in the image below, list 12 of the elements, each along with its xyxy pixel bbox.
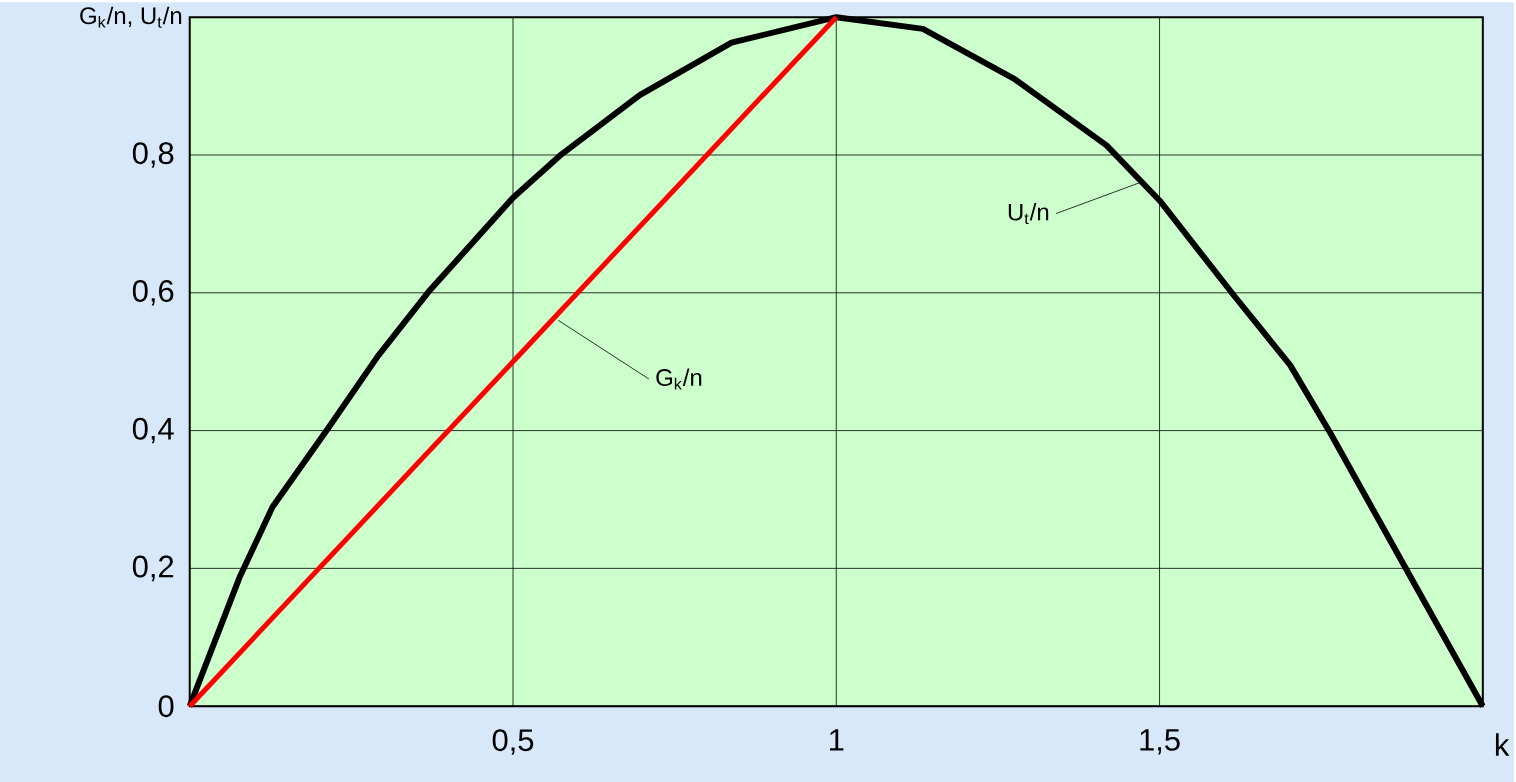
annotation: U$_{t}$/n <box>1008 202 1049 225</box>
annotation: G$_{k}$/n <box>656 368 702 390</box>
y-tick-label: 0,6 <box>132 279 174 306</box>
x-tick-label: 0,5 <box>492 729 534 755</box>
y-tick-label: 0,8 <box>132 142 174 168</box>
y-tick-label: 0 <box>158 695 174 718</box>
y-tick-label: 0,4 <box>132 417 174 444</box>
x-tick-label: 1 <box>830 729 844 751</box>
x-tick-label: 1,5 <box>1140 729 1180 755</box>
y-axis-title: G$_{k}$/n, U$_{t}$/n <box>80 6 182 28</box>
x-axis-title: k <box>1495 733 1510 756</box>
y-tick-label: 0,2 <box>132 555 174 582</box>
